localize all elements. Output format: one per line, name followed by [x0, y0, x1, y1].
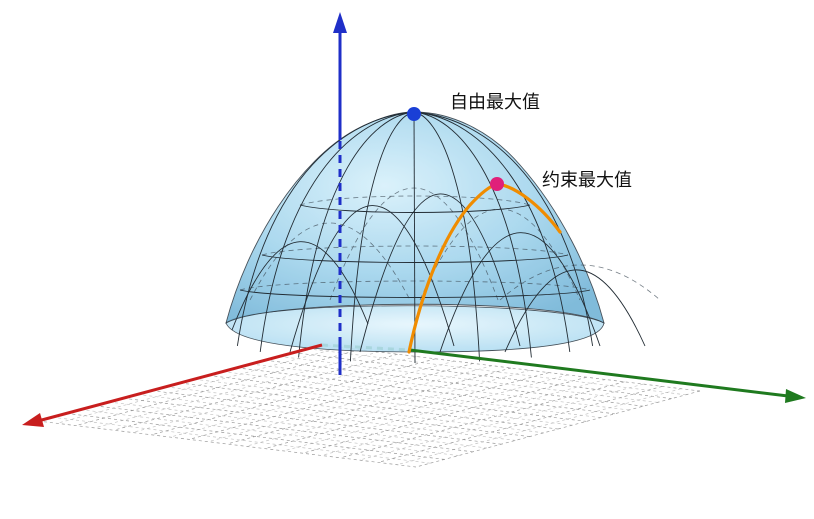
grid-line: [340, 381, 625, 459]
mesh-ring: [261, 254, 569, 263]
mesh-meridian: [413, 111, 481, 362]
surface-mesh: [231, 111, 646, 364]
grid-line-minor: [132, 356, 417, 433]
mesh-meridian: [413, 111, 532, 358]
x-axis: [37, 343, 323, 423]
y-axis-arrowhead: [785, 389, 806, 403]
grid-line-minor: [80, 409, 459, 456]
mesh-ring: [299, 204, 531, 213]
y-axis: [409, 348, 789, 398]
grid-line: [113, 353, 398, 431]
mesh-ring-hidden: [299, 195, 531, 206]
mesh-meridian: [413, 111, 571, 352]
grid-line: [378, 386, 663, 463]
grid-line: [236, 367, 615, 415]
mesh-ring: [239, 289, 591, 298]
mesh-arch: [289, 205, 455, 353]
paraboloid-surface: [225, 111, 661, 364]
grid-line-minor: [245, 369, 530, 447]
grid-line: [302, 376, 587, 454]
mesh-arch-hidden: [249, 222, 411, 301]
grid-line-minor: [397, 388, 682, 466]
grid-line-minor: [56, 346, 341, 424]
grid-line: [415, 390, 701, 468]
grid-line-minor: [108, 401, 488, 449]
mesh-meridian: [236, 111, 415, 346]
grid-line-minor: [52, 416, 431, 464]
grid-line: [151, 358, 436, 436]
grid-line-minor: [94, 351, 379, 429]
mesh-arch: [504, 269, 646, 353]
mesh-meridian: [298, 111, 415, 358]
grid-line: [265, 359, 644, 407]
mesh-meridian: [259, 111, 415, 352]
constrained-maximum-point: [490, 177, 504, 191]
grid-line-minor: [321, 379, 606, 456]
grid-line: [264, 372, 549, 449]
mesh-arch: [359, 193, 521, 353]
mesh-arch: [231, 241, 369, 331]
grid-line-minor: [165, 386, 544, 434]
mesh-meridian: [413, 111, 594, 346]
grid-line: [37, 420, 417, 468]
mesh-ring-hidden: [261, 245, 569, 256]
free-maximum-label: 自由最大值: [450, 92, 540, 113]
mesh-arch: [439, 232, 601, 353]
grid-line-minor: [283, 374, 568, 452]
grid-line-minor: [170, 360, 455, 438]
grid-line: [208, 375, 587, 422]
z-axis-arrowhead: [333, 12, 347, 33]
surface-dome: [225, 111, 605, 324]
grid-line: [75, 349, 360, 426]
grid-line: [226, 367, 512, 445]
grid-line-minor: [208, 365, 493, 443]
constraint-curve: [407, 182, 562, 354]
constrained-maximum-label: 约束最大值: [542, 170, 632, 191]
free-maximum-point: [407, 107, 421, 121]
floor-grid: [37, 344, 701, 468]
grid-line: [189, 363, 474, 440]
mesh-arch-hidden: [499, 264, 661, 301]
x-axis-arrowhead: [22, 413, 44, 427]
grid-line-minor: [359, 383, 644, 461]
grid-line-minor: [137, 394, 516, 441]
